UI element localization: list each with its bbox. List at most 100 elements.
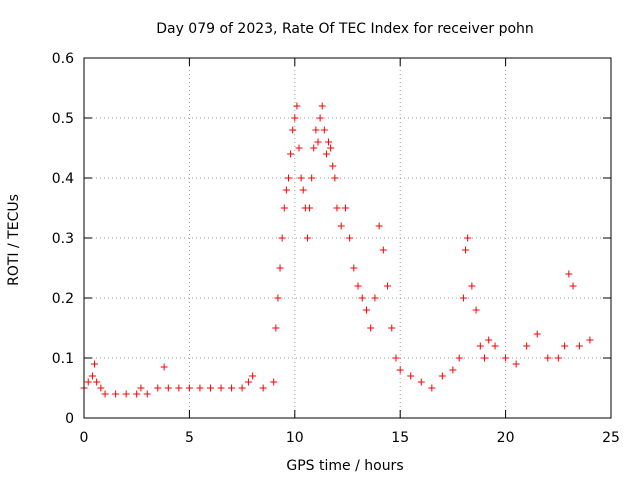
data-point [175, 384, 183, 392]
data-point [244, 378, 252, 386]
data-point [464, 234, 472, 242]
data-point [164, 384, 172, 392]
data-point [88, 372, 96, 380]
data-point [206, 384, 214, 392]
data-point [396, 366, 404, 374]
y-tick-label: 0.6 [52, 51, 74, 67]
data-point [341, 204, 349, 212]
data-point [287, 150, 295, 158]
x-tick-label: 0 [80, 430, 89, 446]
data-point [91, 360, 99, 368]
data-point [284, 174, 292, 182]
data-points [80, 102, 594, 398]
axes: 0 5 10 15 20 25 0 0.1 0.2 0.3 0.4 0.5 0.6 [52, 51, 620, 446]
x-tick-label: 15 [391, 430, 409, 446]
data-point [84, 378, 92, 386]
data-point [93, 378, 101, 386]
data-point [322, 150, 330, 158]
data-point [379, 246, 387, 254]
data-point [491, 342, 499, 350]
x-tick-label: 10 [286, 430, 304, 446]
y-tick-label: 0.4 [52, 171, 74, 187]
data-point [282, 186, 290, 194]
data-point [485, 336, 493, 344]
data-point [575, 342, 583, 350]
data-point [468, 282, 476, 290]
data-point [481, 354, 489, 362]
data-point [569, 282, 577, 290]
x-tick-label: 5 [185, 430, 194, 446]
data-point [249, 372, 257, 380]
data-point [337, 222, 345, 230]
data-point [299, 186, 307, 194]
data-point [455, 354, 463, 362]
data-point [137, 384, 145, 392]
data-point [384, 282, 392, 290]
data-point [561, 342, 569, 350]
data-point [449, 366, 457, 374]
data-point [358, 294, 366, 302]
data-point [270, 378, 278, 386]
data-point [533, 330, 541, 338]
y-tick-label: 0 [65, 411, 74, 427]
data-point [272, 324, 280, 332]
data-point [228, 384, 236, 392]
data-point [238, 384, 246, 392]
data-point [476, 342, 484, 350]
x-axis-label: GPS time / hours [286, 458, 403, 474]
data-point [97, 384, 105, 392]
data-point [259, 384, 267, 392]
x-tick-label: 25 [602, 430, 620, 446]
data-point [325, 138, 333, 146]
data-point [289, 126, 297, 134]
data-point [407, 372, 415, 380]
data-point [354, 282, 362, 290]
data-point [303, 234, 311, 242]
data-point [280, 204, 288, 212]
data-point [472, 306, 480, 314]
data-point [196, 384, 204, 392]
data-point [462, 246, 470, 254]
data-point [308, 174, 316, 182]
data-point [312, 126, 320, 134]
data-point [278, 234, 286, 242]
x-tick-label: 20 [497, 430, 515, 446]
data-point [554, 354, 562, 362]
data-point [388, 324, 396, 332]
data-point [320, 126, 328, 134]
data-point [122, 390, 130, 398]
data-point [314, 138, 322, 146]
data-point [565, 270, 573, 278]
data-point [318, 102, 326, 110]
data-point [362, 306, 370, 314]
y-tick-label: 0.5 [52, 111, 74, 127]
data-point [350, 264, 358, 272]
data-point [185, 384, 193, 392]
data-point [586, 336, 594, 344]
data-point [143, 390, 151, 398]
data-point [276, 264, 284, 272]
data-point [512, 360, 520, 368]
data-point [329, 162, 337, 170]
y-tick-label: 0.3 [52, 231, 74, 247]
data-point [371, 294, 379, 302]
data-point [310, 144, 318, 152]
data-point [502, 354, 510, 362]
data-point [459, 294, 467, 302]
data-point [101, 390, 109, 398]
data-point [316, 114, 324, 122]
data-point [331, 174, 339, 182]
data-point [392, 354, 400, 362]
data-point [291, 114, 299, 122]
data-point [327, 144, 335, 152]
data-point [523, 342, 531, 350]
data-point [428, 384, 436, 392]
y-tick-label: 0.2 [52, 291, 74, 307]
data-point [274, 294, 282, 302]
data-point [293, 102, 301, 110]
data-point [295, 144, 303, 152]
data-point [417, 378, 425, 386]
y-tick-label: 0.1 [52, 351, 74, 367]
data-point [154, 384, 162, 392]
